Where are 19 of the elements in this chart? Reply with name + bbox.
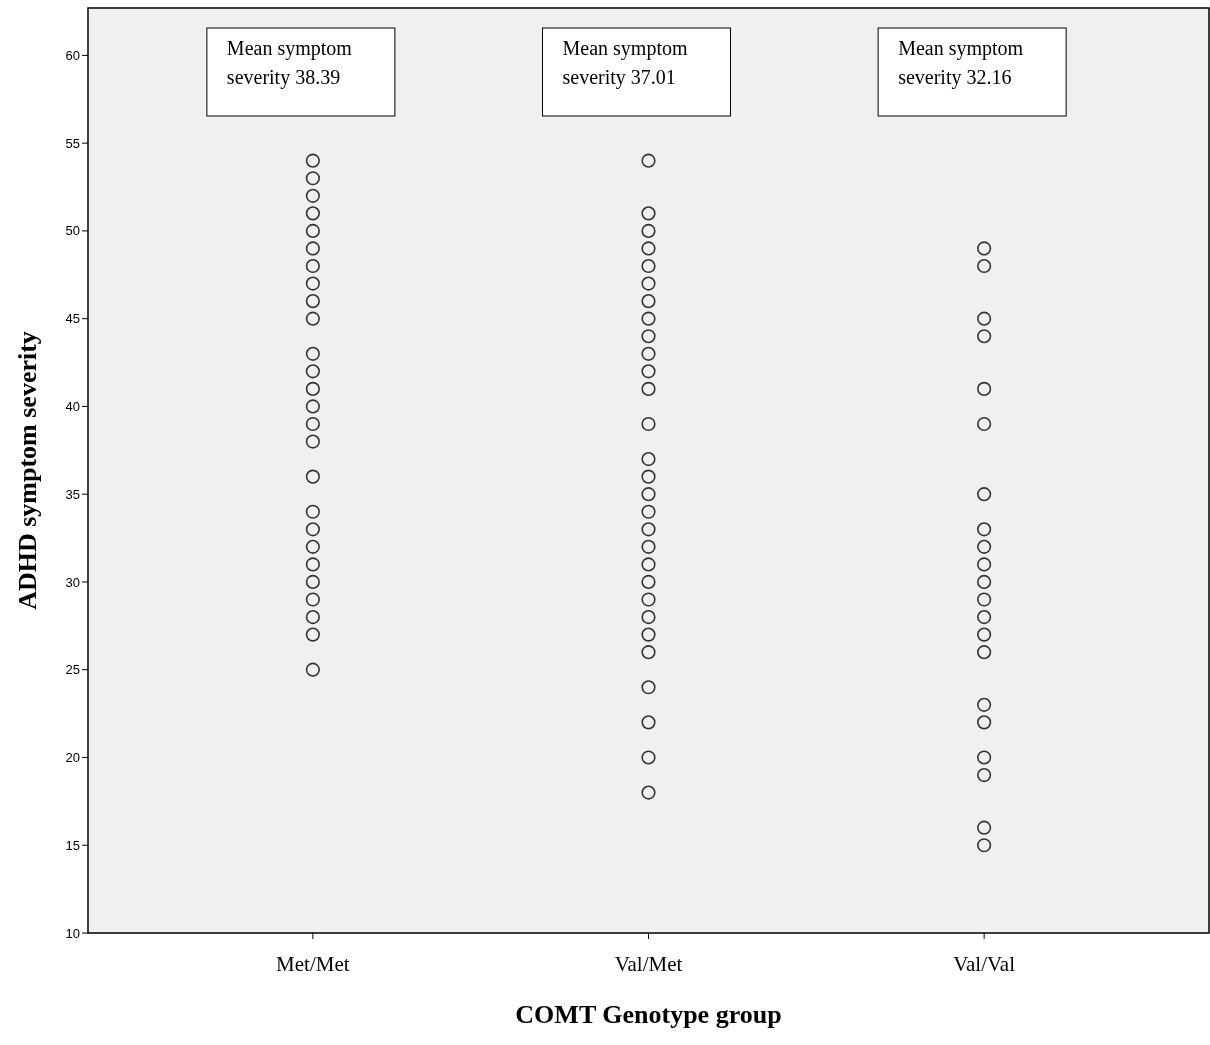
x-axis-title: COMT Genotype group — [515, 1000, 782, 1029]
annotation: Mean symptom severity 38.39 — [226, 37, 353, 89]
y-tick-label: 10 — [65, 925, 80, 941]
y-tick-label: 20 — [65, 750, 80, 766]
annotation: Mean symptom severity 37.01 — [562, 37, 688, 89]
y-tick-label: 30 — [65, 574, 80, 590]
y-tick-label: 45 — [65, 311, 80, 327]
y-tick-label: 55 — [65, 135, 80, 151]
y-tick-label: 15 — [65, 837, 80, 853]
y-tick-label: 40 — [65, 398, 80, 414]
y-tick-label: 50 — [65, 223, 80, 239]
x-tick-label: Val/Met — [614, 952, 683, 976]
x-tick-label: Val/Val — [953, 952, 1016, 976]
y-axis-title: ADHD symptom severity — [13, 331, 42, 610]
y-tick-label: 35 — [65, 486, 80, 502]
y-tick-label: 60 — [65, 47, 80, 63]
x-tick-label: Met/Met — [276, 952, 350, 976]
annotation: Mean symptom severity 32.16 — [898, 37, 1024, 89]
y-tick-label: 25 — [65, 662, 80, 678]
